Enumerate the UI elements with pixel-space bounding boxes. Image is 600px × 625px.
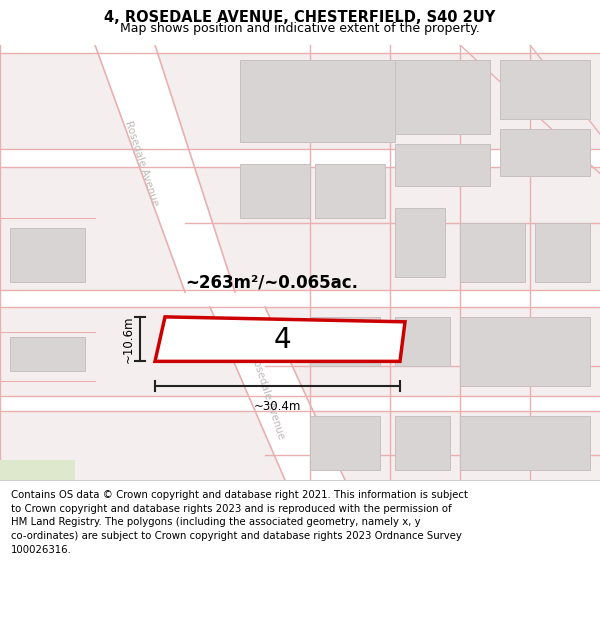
- Text: ~263m²/~0.065ac.: ~263m²/~0.065ac.: [185, 273, 358, 291]
- Bar: [460, 416, 590, 470]
- Bar: [395, 144, 490, 186]
- Bar: [395, 317, 450, 366]
- Bar: [395, 60, 490, 134]
- Bar: [500, 129, 590, 176]
- Bar: [10, 228, 85, 282]
- Text: Rosedale Avenue: Rosedale Avenue: [250, 352, 287, 440]
- Bar: [0, 396, 600, 411]
- Text: Contains OS data © Crown copyright and database right 2021. This information is : Contains OS data © Crown copyright and d…: [11, 490, 468, 554]
- Text: 4, ROSEDALE AVENUE, CHESTERFIELD, S40 2UY: 4, ROSEDALE AVENUE, CHESTERFIELD, S40 2U…: [104, 10, 496, 25]
- Bar: [0, 149, 600, 167]
- Bar: [315, 164, 385, 218]
- Bar: [240, 164, 310, 218]
- Bar: [0, 45, 600, 53]
- Text: Rosedale Avenue: Rosedale Avenue: [124, 120, 161, 208]
- Bar: [240, 60, 395, 142]
- Polygon shape: [210, 307, 345, 480]
- Bar: [395, 208, 445, 278]
- Bar: [0, 290, 600, 307]
- Polygon shape: [0, 460, 75, 480]
- Bar: [395, 416, 450, 470]
- Polygon shape: [95, 45, 235, 292]
- Text: 4: 4: [273, 326, 291, 354]
- Polygon shape: [155, 317, 405, 361]
- Bar: [460, 317, 590, 386]
- Bar: [10, 337, 85, 371]
- Text: ~10.6m: ~10.6m: [121, 316, 134, 363]
- Bar: [460, 223, 525, 282]
- Text: ~30.4m: ~30.4m: [254, 400, 301, 413]
- Bar: [535, 223, 590, 282]
- Bar: [310, 416, 380, 470]
- Bar: [310, 317, 380, 366]
- Text: Map shows position and indicative extent of the property.: Map shows position and indicative extent…: [120, 22, 480, 35]
- Bar: [500, 60, 590, 119]
